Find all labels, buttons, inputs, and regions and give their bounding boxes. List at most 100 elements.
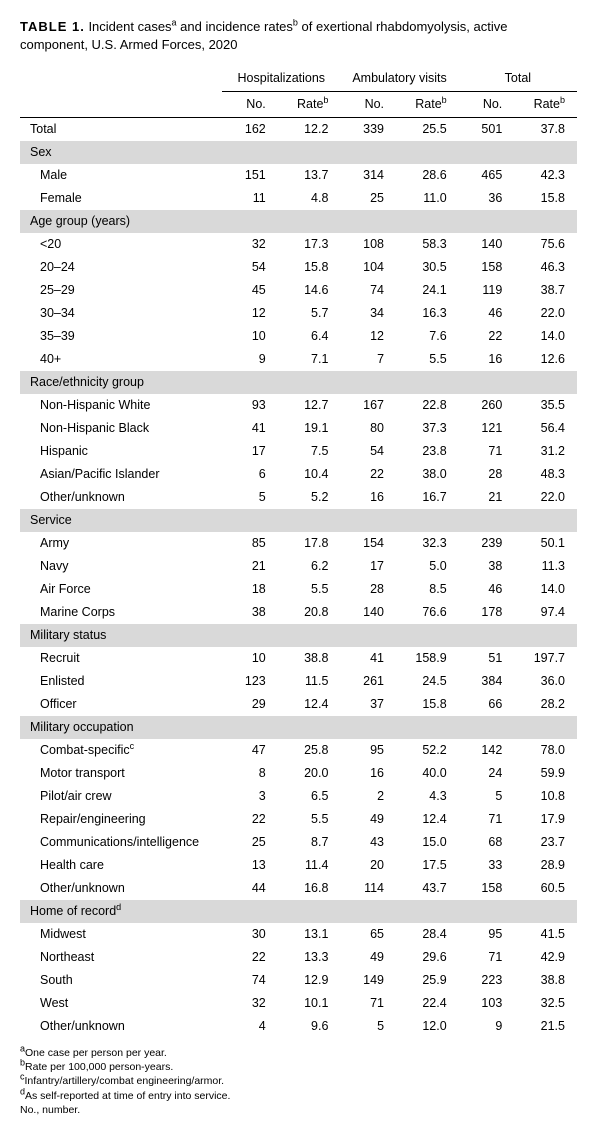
cell-hr: 17.3 <box>278 233 341 256</box>
row-label: Non-Hispanic White <box>20 394 222 417</box>
row-label: Midwest <box>20 923 222 946</box>
row-label: Communications/intelligence <box>20 831 222 854</box>
table-row: Health care1311.42017.53328.9 <box>20 854 577 877</box>
cell-tn: 66 <box>459 693 515 716</box>
cell-ar: 16.3 <box>396 302 459 325</box>
cell-hr: 5.2 <box>278 486 341 509</box>
row-label: 25–29 <box>20 279 222 302</box>
cell-hn: 21 <box>222 555 278 578</box>
table-row: Midwest3013.16528.49541.5 <box>20 923 577 946</box>
cell-hn: 123 <box>222 670 278 693</box>
cell-tn: 223 <box>459 969 515 992</box>
table-row: Asian/Pacific Islander610.42238.02848.3 <box>20 463 577 486</box>
cell-tr: 59.9 <box>514 762 577 785</box>
cell-ar: 16.7 <box>396 486 459 509</box>
cell-an: 108 <box>340 233 396 256</box>
row-label: Repair/engineering <box>20 808 222 831</box>
cell-hr: 20.8 <box>278 601 341 624</box>
row-label: Combat-specificc <box>20 739 222 762</box>
cell-hr: 11.5 <box>278 670 341 693</box>
row-label: Pilot/air crew <box>20 785 222 808</box>
cell-an: 28 <box>340 578 396 601</box>
cell-hn: 47 <box>222 739 278 762</box>
cell-ar: 58.3 <box>396 233 459 256</box>
cell-ar: 15.8 <box>396 693 459 716</box>
table-row: Non-Hispanic White9312.716722.826035.5 <box>20 394 577 417</box>
cell-an: 16 <box>340 486 396 509</box>
cell-tr: 78.0 <box>514 739 577 762</box>
cell-an: 43 <box>340 831 396 854</box>
cell-hn: 8 <box>222 762 278 785</box>
cell-tr: 48.3 <box>514 463 577 486</box>
cell-an: 167 <box>340 394 396 417</box>
cell-hr: 12.7 <box>278 394 341 417</box>
cell-tr: 17.9 <box>514 808 577 831</box>
cell-ar: 25.9 <box>396 969 459 992</box>
footnote: cInfantry/artillery/combat engineering/a… <box>20 1074 577 1088</box>
cell-tr: 15.8 <box>514 187 577 210</box>
cell-hr: 5.5 <box>278 578 341 601</box>
cell-hn: 25 <box>222 831 278 854</box>
cell-hr: 16.8 <box>278 877 341 900</box>
table-row: Pilot/air crew36.524.3510.8 <box>20 785 577 808</box>
table-row: Communications/intelligence258.74315.068… <box>20 831 577 854</box>
cell-tn: 140 <box>459 233 515 256</box>
cell-an: 34 <box>340 302 396 325</box>
cell-ar: 38.0 <box>396 463 459 486</box>
table-row: Non-Hispanic Black4119.18037.312156.4 <box>20 417 577 440</box>
title-lead: TABLE 1. <box>20 19 85 34</box>
cell-tr: 32.5 <box>514 992 577 1015</box>
cell-tn: 119 <box>459 279 515 302</box>
table-row: Navy216.2175.03811.3 <box>20 555 577 578</box>
cell-tr: 14.0 <box>514 578 577 601</box>
section-label: Sex <box>20 141 577 164</box>
cell-ar: 22.8 <box>396 394 459 417</box>
cell-ar: 28.6 <box>396 164 459 187</box>
cell-tn: 158 <box>459 256 515 279</box>
cell-hr: 10.1 <box>278 992 341 1015</box>
cell-tn: 95 <box>459 923 515 946</box>
cell-tn: 384 <box>459 670 515 693</box>
table-row: West3210.17122.410332.5 <box>20 992 577 1015</box>
cell-ar: 12.0 <box>396 1015 459 1038</box>
row-label: Male <box>20 164 222 187</box>
cell-tn: 71 <box>459 946 515 969</box>
row-label: Army <box>20 532 222 555</box>
cell-tn: 465 <box>459 164 515 187</box>
cell-an: 49 <box>340 808 396 831</box>
header-sub-rate: Rateb <box>278 92 341 118</box>
cell-hn: 44 <box>222 877 278 900</box>
table-row: Female114.82511.03615.8 <box>20 187 577 210</box>
cell-ar: 22.4 <box>396 992 459 1015</box>
cell-tn: 36 <box>459 187 515 210</box>
cell-hn: 4 <box>222 1015 278 1038</box>
cell-tn: 51 <box>459 647 515 670</box>
cell-an: 154 <box>340 532 396 555</box>
header-sub-blank <box>20 92 222 118</box>
cell-tr: 97.4 <box>514 601 577 624</box>
cell-hn: 30 <box>222 923 278 946</box>
footnote: aOne case per person per year. <box>20 1046 577 1060</box>
cell-tr: 42.3 <box>514 164 577 187</box>
table-row: Other/unknown49.6512.0921.5 <box>20 1015 577 1038</box>
table-row: <203217.310858.314075.6 <box>20 233 577 256</box>
table-row: Officer2912.43715.86628.2 <box>20 693 577 716</box>
table-row: Marine Corps3820.814076.617897.4 <box>20 601 577 624</box>
cell-an: 339 <box>340 118 396 142</box>
table-row: Total16212.233925.550137.8 <box>20 118 577 142</box>
cell-tn: 28 <box>459 463 515 486</box>
cell-tn: 71 <box>459 808 515 831</box>
cell-tr: 75.6 <box>514 233 577 256</box>
row-label: 35–39 <box>20 325 222 348</box>
cell-hr: 12.2 <box>278 118 341 142</box>
table-row: Northeast2213.34929.67142.9 <box>20 946 577 969</box>
cell-tn: 71 <box>459 440 515 463</box>
table-row: 35–39106.4127.62214.0 <box>20 325 577 348</box>
cell-ar: 24.1 <box>396 279 459 302</box>
cell-an: 114 <box>340 877 396 900</box>
cell-hn: 29 <box>222 693 278 716</box>
cell-hn: 93 <box>222 394 278 417</box>
cell-hr: 38.8 <box>278 647 341 670</box>
cell-hn: 17 <box>222 440 278 463</box>
cell-tn: 22 <box>459 325 515 348</box>
